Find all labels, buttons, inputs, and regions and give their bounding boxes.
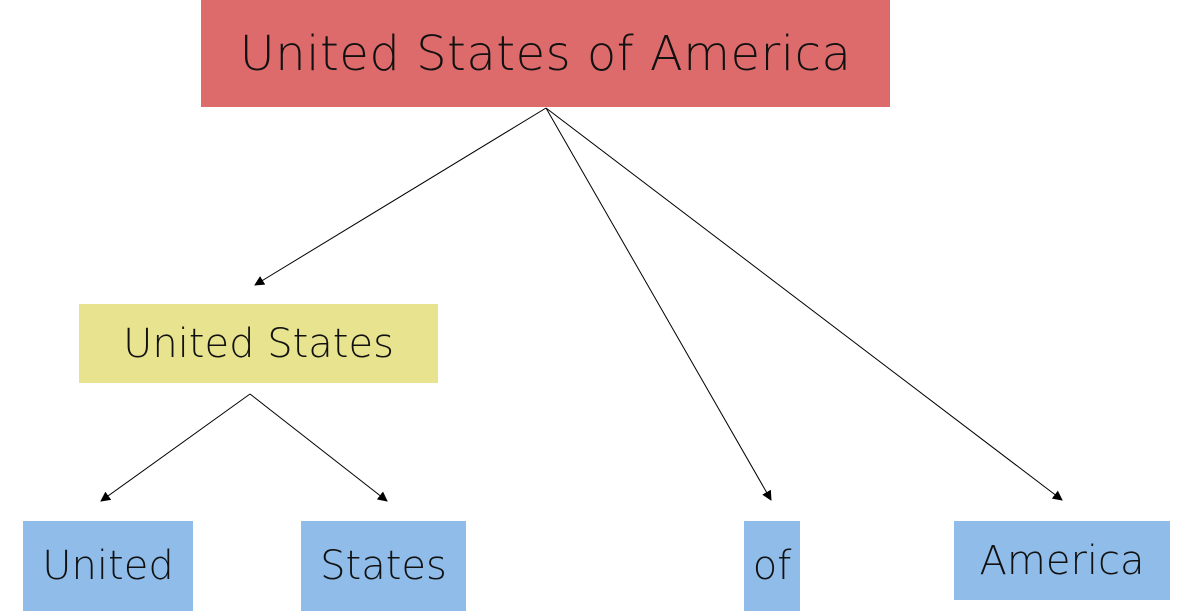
united-node: United xyxy=(23,521,193,611)
root-node-label: United States of America xyxy=(239,25,852,82)
united-states-node: United States xyxy=(79,304,438,383)
edge-root-to-united-states xyxy=(254,107,547,286)
of-node: of xyxy=(744,521,800,611)
states-node: States xyxy=(301,521,466,611)
edge-root-to-america xyxy=(545,107,1063,501)
edge-root-to-of xyxy=(545,107,772,501)
united-node-label: United xyxy=(42,543,174,589)
america-node: America xyxy=(954,521,1170,600)
edge-united-states-to-united xyxy=(100,393,251,502)
of-node-label: of xyxy=(752,543,792,589)
root-node: United States of America xyxy=(201,0,890,107)
states-node-label: States xyxy=(320,543,447,589)
united-states-node-label: United States xyxy=(123,320,394,367)
edge-united-states-to-states xyxy=(249,393,388,502)
america-node-label: America xyxy=(979,537,1145,584)
